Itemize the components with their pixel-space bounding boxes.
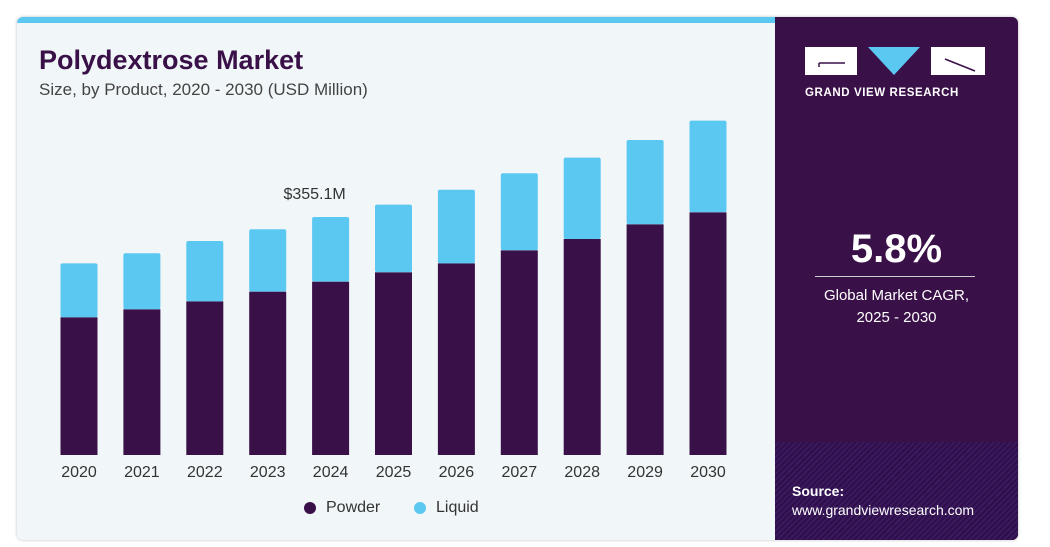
legend-liquid: Liquid: [414, 499, 479, 517]
x-tick-label: 2027: [502, 464, 538, 481]
chart-subtitle: Size, by Product, 2020 - 2030 (USD Milli…: [39, 80, 368, 99]
bar-powder-2024: [312, 281, 350, 455]
x-tick-label: 2020: [61, 464, 97, 481]
accent-bar: [17, 17, 775, 23]
cagr-label-line1: Global Market CAGR,: [823, 287, 970, 304]
x-tick-label: 2022: [187, 464, 223, 481]
legend-label-liquid: Liquid: [436, 499, 479, 516]
bar-liquid-2029: [626, 139, 664, 225]
x-tick-label: 2026: [439, 464, 475, 481]
bar-liquid-2024: [312, 217, 350, 282]
bar-powder-2021: [123, 309, 161, 455]
x-tick-label: 2021: [124, 464, 160, 481]
cagr-value: 5.8%: [850, 227, 943, 271]
brand-name: GRAND VIEW RESEARCH: [805, 87, 959, 99]
divider: [815, 276, 975, 277]
bar-powder-2023: [249, 291, 287, 455]
bar-liquid-2027: [500, 173, 538, 251]
bar-liquid-2028: [563, 157, 601, 239]
bar-liquid-2025: [375, 204, 412, 273]
bar-powder-2025: [375, 272, 412, 455]
data-label: $355.1M: [283, 186, 345, 203]
side-panel: GRAND VIEW RESEARCH 5.8% Global Market C…: [775, 17, 1018, 540]
chart-title: Polydextrose Market: [39, 45, 304, 75]
bar-powder-2029: [626, 224, 664, 455]
legend-label-powder: Powder: [326, 499, 381, 516]
infographic-card: Polydextrose Market Size, by Product, 20…: [17, 17, 1018, 540]
bar-chart: 2020 2021 2022 2023 2024 $355.1M 2025 2026 2027 2…: [60, 120, 727, 481]
bar-powder-2027: [500, 250, 538, 455]
x-tick-label: 2025: [376, 464, 412, 481]
x-tick-label: 2024: [313, 464, 349, 481]
bar-liquid-2022: [186, 240, 224, 302]
source-label: Source:: [792, 483, 845, 499]
x-tick-label: 2023: [250, 464, 286, 481]
x-tick-label: 2030: [690, 464, 726, 481]
bar-liquid-2026: [437, 189, 475, 264]
bar-powder-2020: [60, 317, 98, 455]
bar-liquid-2023: [249, 229, 287, 292]
bar-liquid-2020: [60, 263, 98, 318]
x-tick-label: 2028: [564, 464, 600, 481]
grand-view-research-logo: GRAND VIEW RESEARCH: [805, 45, 985, 99]
x-tick-label: 2029: [627, 464, 663, 481]
bar-powder-2026: [437, 263, 475, 455]
legend-swatch-liquid: [414, 502, 426, 514]
source-area: [775, 442, 1018, 540]
logo-mark-icon: [805, 47, 985, 75]
bar-liquid-2030: [689, 120, 727, 213]
source-url[interactable]: www.grandviewresearch.com: [792, 502, 975, 518]
bar-powder-2022: [186, 301, 224, 455]
legend-swatch-powder: [304, 502, 316, 514]
bar-liquid-2021: [123, 253, 161, 310]
source: Source: www.grandviewresearch.com: [792, 482, 974, 520]
cagr-label: Global Market CAGR, 2025 - 2030: [775, 285, 1018, 329]
bar-powder-2028: [563, 238, 601, 455]
bar-powder-2030: [689, 212, 727, 455]
legend-powder: Powder: [304, 499, 380, 517]
cagr-label-line2: 2025 - 2030: [856, 309, 937, 326]
